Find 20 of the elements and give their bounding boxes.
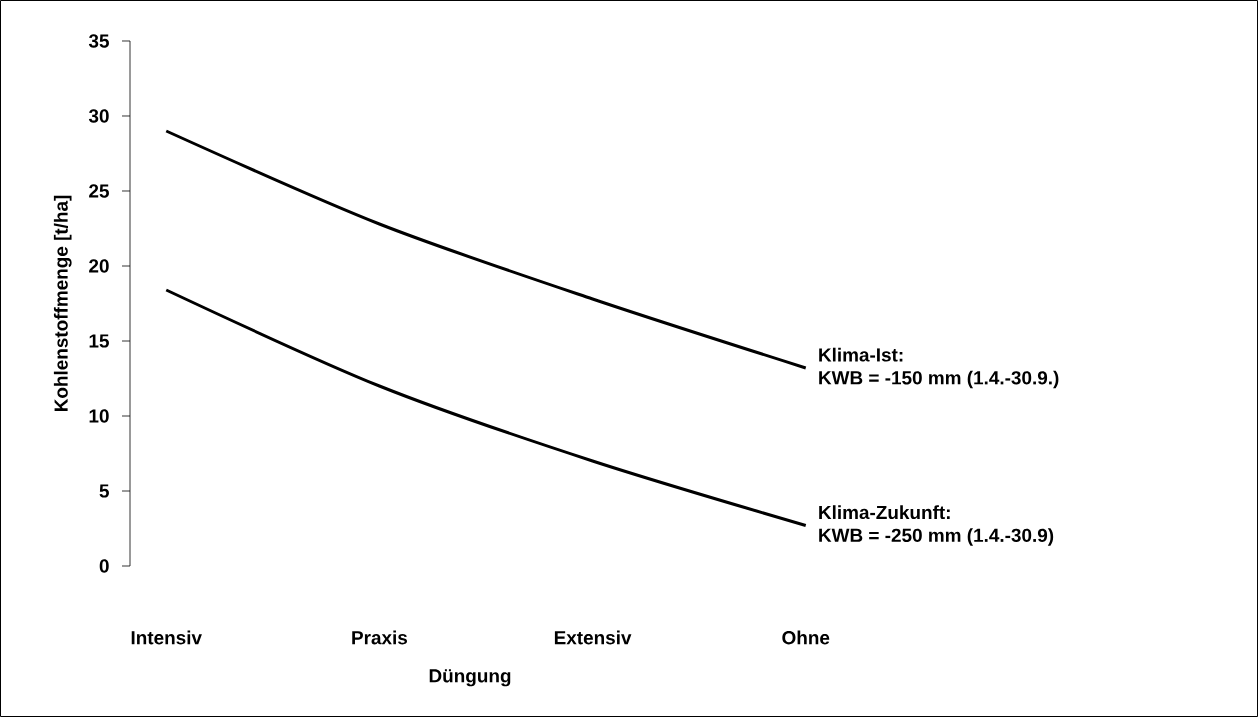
- y-tick-label: 35: [88, 34, 109, 48]
- line-series: [164, 288, 808, 527]
- y-tick-label: 0: [99, 559, 109, 573]
- line-series: [164, 129, 808, 370]
- y-axis-title: Kohlenstoffmenge [t/ha]: [53, 195, 72, 412]
- y-tick-label: 10: [89, 409, 109, 423]
- y-tick-label: 30: [88, 109, 109, 123]
- x-tick-label: Extensiv: [554, 630, 632, 645]
- x-tick-label: Praxis: [352, 630, 408, 645]
- x-axis-title: Düngung: [429, 669, 511, 687]
- y-tick-label: 20: [89, 259, 109, 273]
- x-tick-label: Intensiv: [131, 630, 202, 645]
- y-tick-label: 5: [99, 484, 109, 498]
- annotation: KWB = -150 mm (1.4.-30.9.): [819, 370, 1059, 389]
- annotation: Klima-Ist:: [819, 347, 903, 362]
- annotation: Klima-Zukunft:: [819, 505, 950, 520]
- x-tick-label: Ohne: [782, 630, 830, 645]
- y-tick-label: 25: [89, 184, 109, 198]
- annotation: KWB = -250 mm (1.4.-30.9): [819, 528, 1054, 546]
- y-tick-label: 15: [89, 334, 109, 348]
